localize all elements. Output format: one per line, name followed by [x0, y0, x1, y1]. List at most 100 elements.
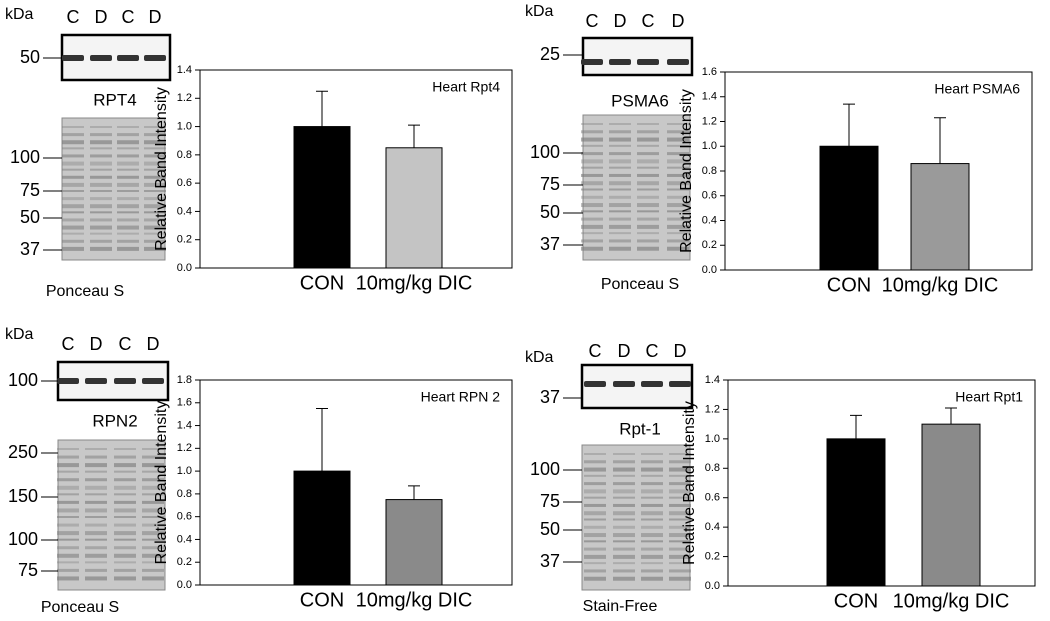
lane-label: D: [614, 11, 627, 31]
stain-band: [584, 547, 606, 551]
marker-label: 150: [8, 486, 38, 506]
stain-band: [637, 203, 659, 208]
stain-band: [641, 474, 663, 477]
stain-band: [584, 503, 606, 507]
stain-band: [637, 239, 659, 243]
stain-band: [114, 576, 136, 581]
blot-image: [581, 36, 694, 77]
x-tick-label: CON: [827, 274, 871, 296]
y-axis-label: Relative Band Intensity: [678, 89, 695, 253]
bar: [910, 163, 970, 271]
stain-band: [669, 540, 691, 543]
stain-band: [144, 218, 166, 222]
stain-band: [584, 540, 606, 543]
stain-band: [62, 211, 84, 214]
stain-band: [669, 518, 691, 521]
stain-band: [114, 508, 136, 513]
stain-band: [144, 197, 166, 201]
stain-band: [637, 246, 659, 251]
stain-band: [584, 511, 606, 516]
stain-band: [85, 568, 107, 572]
stain-band: [667, 232, 689, 235]
stain-band: [613, 474, 635, 477]
blot-band: [641, 381, 663, 387]
stain-band: [641, 453, 663, 455]
lane-label: C: [62, 334, 75, 354]
marker-label: 75: [20, 180, 40, 200]
stain-band: [667, 159, 689, 164]
stain-band: [584, 576, 606, 581]
stain-band: [117, 218, 139, 222]
blot-band: [142, 378, 164, 384]
stain-band: [57, 470, 79, 473]
marker-label: 37: [540, 234, 560, 254]
stain-band: [57, 531, 79, 536]
stain-band: [144, 225, 166, 230]
stain-band: [62, 225, 84, 230]
stain-band: [609, 203, 631, 208]
stain-band: [667, 217, 689, 221]
stain-band: [57, 576, 79, 581]
stain-band: [114, 463, 136, 468]
stain-band: [142, 493, 164, 496]
stain-band: [142, 470, 164, 473]
y-tick-label: 1.2: [177, 442, 192, 454]
stain-band: [142, 553, 164, 558]
stain-band: [57, 478, 79, 482]
stain-band: [142, 485, 164, 490]
stain-band: [85, 470, 107, 473]
stain-band: [85, 531, 107, 536]
blot-band: [613, 381, 635, 387]
stain-band: [613, 511, 635, 516]
stain-band: [142, 463, 164, 468]
y-tick-label: 1.6: [177, 397, 192, 409]
stain-band: [637, 195, 659, 199]
bar: [293, 470, 351, 586]
stain-band: [90, 204, 112, 209]
y-tick-label: 1.0: [177, 465, 192, 477]
stain-band: [581, 239, 603, 243]
stain-band: [669, 467, 691, 472]
y-tick-label: 0.0: [705, 580, 720, 592]
stain-band: [609, 246, 631, 251]
stain-band: [669, 576, 691, 581]
stain-band: [609, 224, 631, 229]
stain-band: [144, 211, 166, 214]
error-bar: [408, 485, 420, 500]
y-tick-label: 0.4: [177, 533, 192, 545]
stain-band: [117, 133, 139, 137]
y-tick-label: 0.0: [177, 579, 192, 591]
stain-band: [85, 448, 107, 450]
y-tick-label: 1.2: [705, 403, 720, 415]
x-tick-label: 10mg/kg DIC: [356, 589, 473, 611]
stain-band: [581, 159, 603, 164]
stain-band: [667, 166, 689, 169]
plot-frame: [199, 69, 513, 269]
stain-band: [613, 518, 635, 521]
stain-band: [62, 190, 84, 192]
stain-band: [667, 181, 689, 186]
marker-label: 37: [20, 239, 40, 259]
stain-band: [114, 455, 136, 459]
stain-band: [613, 453, 635, 455]
lane-label: C: [646, 341, 659, 361]
stain-band: [117, 140, 139, 145]
lane-label: D: [95, 7, 108, 27]
stain-band: [669, 533, 691, 538]
y-tick-label: 1.4: [705, 374, 720, 386]
lane-label: D: [149, 7, 162, 27]
marker-label: 37: [540, 387, 560, 407]
stain-band: [85, 523, 107, 527]
y-axis-label: Relative Band Intensity: [681, 401, 698, 565]
stain-band: [142, 478, 164, 482]
x-tick-label: CON: [834, 590, 878, 612]
stain-band: [669, 460, 691, 464]
stain-band: [581, 123, 603, 125]
stain-band: [57, 448, 79, 450]
y-tick-label: 0.8: [177, 149, 192, 161]
stain-band: [144, 126, 166, 128]
stain-band: [114, 500, 136, 504]
stain-band: [667, 195, 689, 199]
stain-band: [144, 140, 166, 145]
stain-band: [117, 211, 139, 214]
